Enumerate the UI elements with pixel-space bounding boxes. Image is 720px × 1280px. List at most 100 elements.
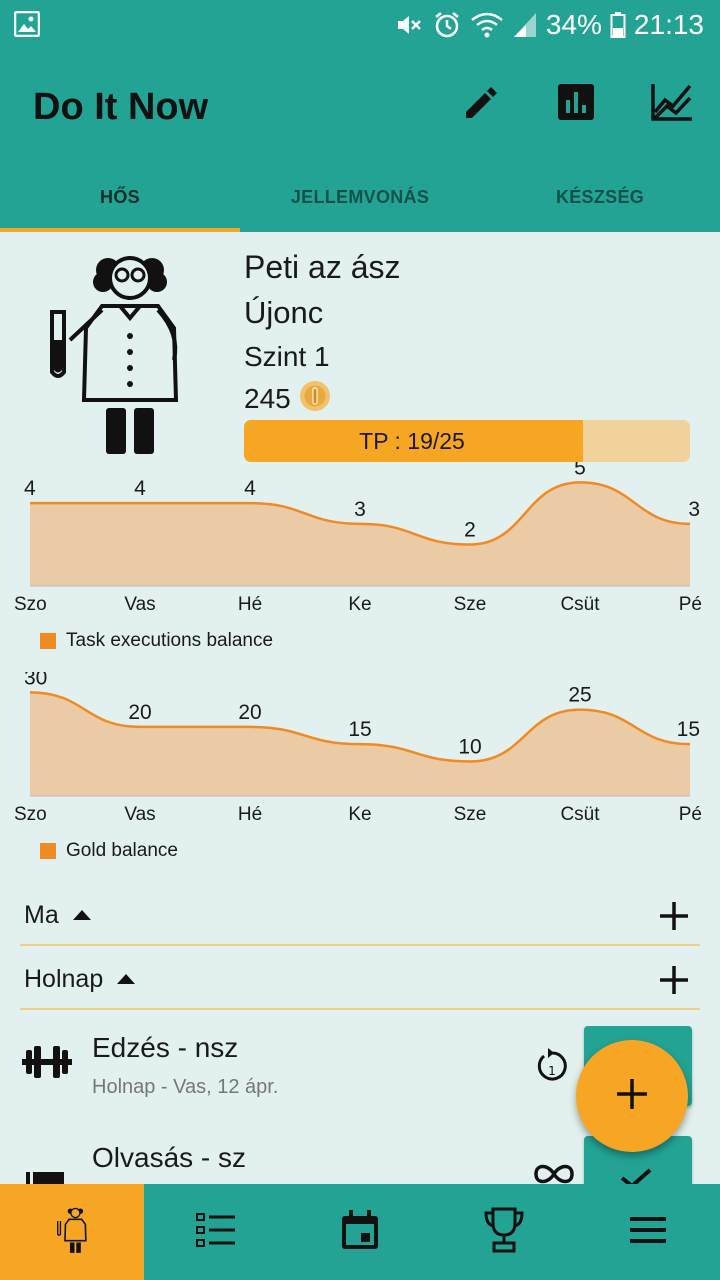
- task-name: Edzés - nsz: [92, 1032, 239, 1063]
- plus-icon: [615, 1077, 649, 1116]
- x-tick-label: Vas: [124, 804, 155, 825]
- tab-skills[interactable]: KÉSZSÉG: [555, 186, 645, 207]
- tab-traits[interactable]: JELLEMVONÁS: [290, 186, 430, 207]
- calendar-icon: [341, 1209, 379, 1255]
- trend-button[interactable]: [648, 80, 696, 128]
- app-title: Do It Now: [33, 86, 209, 128]
- hero-rank: Újonc: [244, 295, 324, 330]
- x-tick-label: Pé: [679, 804, 702, 825]
- collapse-arrow-icon[interactable]: [72, 910, 91, 920]
- battery-icon: [610, 11, 626, 39]
- x-tick-label: Hé: [238, 804, 262, 825]
- app-bar: Do It Now: [0, 50, 720, 162]
- x-tick-label: Vas: [124, 594, 155, 615]
- tab-hero[interactable]: HŐS: [0, 162, 240, 232]
- signal-icon: [512, 11, 538, 39]
- data-label: 30: [24, 672, 47, 689]
- data-label: 4: [134, 477, 146, 500]
- plus-icon: [660, 902, 688, 930]
- gold-balance-chart-svg: 30 Szo 20 Vas 20 Hé 15 Ke 10 Sze 25 Csüt 15 Pé: [14, 672, 702, 825]
- x-tick-label: Szo: [14, 804, 47, 825]
- line-chart-icon: [650, 82, 694, 127]
- nav-tasks[interactable]: [144, 1184, 288, 1280]
- bottom-navigation: [0, 1184, 720, 1280]
- x-tick-label: Sze: [454, 804, 487, 825]
- battery-percent: 34%: [545, 9, 602, 40]
- hero-level: Szint 1: [244, 341, 330, 372]
- pencil-icon: [460, 82, 500, 127]
- scientist-icon: [40, 256, 190, 462]
- hero-avatar[interactable]: [40, 248, 190, 458]
- data-label: 25: [568, 684, 591, 707]
- image-notification-icon: [13, 10, 41, 42]
- repeat-once-icon: 1: [532, 1046, 572, 1091]
- status-bar: 34% 21:13: [0, 0, 720, 50]
- statistics-button[interactable]: [552, 80, 600, 128]
- task-executions-chart-svg: 4 Szo 4 Vas 4 Hé 3 Ke 2 Sze 5 Csüt 3 Pé: [14, 462, 702, 615]
- xp-label: TP : 19/25: [359, 427, 465, 454]
- data-label: 3: [354, 498, 366, 521]
- bar-chart-icon: [557, 83, 595, 126]
- x-tick-label: Pé: [679, 594, 702, 615]
- data-label: 4: [244, 477, 256, 500]
- legend-label: Task executions balance: [66, 630, 274, 651]
- legend-swatch: [40, 843, 56, 859]
- wifi-icon: [470, 10, 504, 40]
- section-today-label: Ma: [24, 900, 59, 929]
- data-label: 15: [677, 718, 700, 741]
- task-name: Olvasás - sz: [92, 1142, 247, 1173]
- chart-line: [29, 691, 691, 763]
- menu-icon: [629, 1215, 667, 1250]
- x-tick-label: Csüt: [560, 594, 600, 615]
- nav-calendar[interactable]: [288, 1184, 432, 1280]
- task-subtitle: Holnap - Vas, 12 ápr.: [92, 1076, 279, 1098]
- plus-icon: [660, 966, 688, 994]
- x-tick-label: Szo: [14, 594, 47, 615]
- mute-icon: [394, 10, 424, 40]
- infinity-icon: [532, 1162, 576, 1191]
- data-label: 20: [238, 701, 261, 724]
- section-tomorrow[interactable]: Holnap: [20, 950, 700, 1010]
- gold-coin-icon: [299, 380, 331, 419]
- legend-swatch: [40, 633, 56, 649]
- data-label: 2: [464, 519, 476, 542]
- nav-menu[interactable]: [576, 1184, 720, 1280]
- chart-legend-gold: Gold balance: [40, 840, 178, 862]
- add-fab-button[interactable]: [576, 1040, 688, 1152]
- edit-button[interactable]: [456, 80, 504, 128]
- hero-name: Peti az ász: [244, 249, 401, 285]
- dumbbell-icon: [22, 1042, 72, 1087]
- collapse-arrow-icon[interactable]: [117, 974, 136, 984]
- nav-achievements[interactable]: [432, 1184, 576, 1280]
- task-executions-chart: 4 Szo 4 Vas 4 Hé 3 Ke 2 Sze 5 Csüt 3 Pé: [0, 462, 720, 622]
- gold-balance-chart: 30 Szo 20 Vas 20 Hé 15 Ke 10 Sze 25 Csüt 15 Pé: [0, 672, 720, 832]
- xp-progress-bar: TP : 19/25: [244, 420, 690, 462]
- nav-hero[interactable]: [0, 1184, 144, 1280]
- data-label: 15: [348, 718, 371, 741]
- section-tomorrow-label: Holnap: [24, 964, 104, 993]
- x-tick-label: Csüt: [560, 804, 600, 825]
- hero-icon: [55, 1206, 89, 1259]
- add-today-task-button[interactable]: [658, 900, 690, 937]
- clock: 21:13: [633, 9, 704, 40]
- data-label: 5: [574, 462, 586, 479]
- add-tomorrow-task-button[interactable]: [658, 964, 690, 1001]
- section-today[interactable]: Ma: [20, 886, 700, 946]
- alarm-icon: [432, 10, 462, 40]
- x-tick-label: Sze: [454, 594, 487, 615]
- hero-info: Peti az ász Újonc Szint 1 245: [244, 244, 401, 420]
- data-label: 10: [458, 735, 481, 758]
- svg-text:1: 1: [548, 1064, 556, 1078]
- legend-label: Gold balance: [66, 840, 178, 861]
- gold-amount: 245: [244, 383, 291, 414]
- hero-gold: 245: [244, 378, 401, 420]
- data-label: 4: [24, 477, 36, 500]
- trophy-icon: [484, 1207, 524, 1258]
- chart-line: [30, 481, 691, 546]
- tab-bar: HŐS JELLEMVONÁS KÉSZSÉG: [0, 162, 720, 232]
- x-tick-label: Ke: [348, 594, 371, 615]
- chart-legend-tasks: Task executions balance: [40, 630, 273, 652]
- task-list-icon: [196, 1212, 236, 1253]
- data-label: 20: [128, 701, 151, 724]
- x-tick-label: Ke: [348, 804, 371, 825]
